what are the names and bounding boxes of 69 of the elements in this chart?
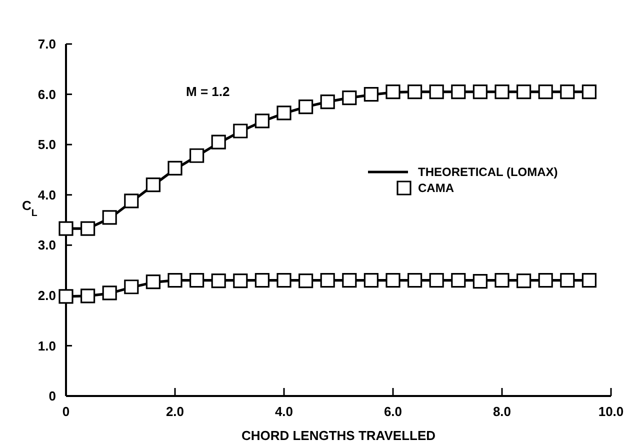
- point: [429, 84, 444, 100]
- point: [538, 273, 553, 288]
- point: [211, 134, 226, 150]
- point: [494, 273, 510, 288]
- x-tick-label: 2.0: [166, 404, 184, 419]
- annotation: M = 1.2: [186, 84, 230, 99]
- point: [146, 274, 160, 290]
- point: [560, 273, 575, 288]
- point: [364, 273, 378, 288]
- x-tick-label: 4.0: [274, 404, 294, 419]
- y-tick-label: 5.0: [38, 137, 56, 152]
- x-tick-label: 10.0: [598, 404, 624, 419]
- point: [190, 148, 204, 163]
- point: [276, 106, 292, 120]
- point: [211, 274, 226, 288]
- point: [124, 194, 139, 208]
- point: [124, 280, 139, 294]
- point: [472, 274, 488, 289]
- point: [80, 288, 96, 304]
- point: [472, 84, 488, 100]
- point: [386, 84, 400, 100]
- point: [408, 84, 422, 100]
- point: [582, 84, 596, 100]
- point: [538, 84, 553, 100]
- y-tick-label: 4.0: [38, 187, 56, 202]
- point: [342, 90, 357, 106]
- point: [168, 273, 182, 288]
- y-tick-label: 7.0: [38, 36, 56, 52]
- point: [342, 273, 357, 288]
- point: [254, 114, 270, 128]
- y-tick-label: 6.0: [38, 86, 56, 102]
- point: [320, 273, 335, 288]
- point: [320, 94, 335, 110]
- point: [102, 286, 117, 300]
- point: [254, 273, 270, 288]
- point: [58, 289, 74, 304]
- point: [582, 273, 596, 288]
- point: [560, 84, 575, 100]
- y-tick-label: 0: [48, 388, 56, 404]
- y-tick-label: 2.0: [38, 288, 56, 303]
- x-tick-label: 6.0: [384, 404, 402, 419]
- point: [168, 160, 182, 176]
- legend-label: CAMA: [418, 181, 454, 196]
- x-axis-title: CHORD LENGTHS TRAVELLED: [241, 428, 436, 443]
- point: [233, 124, 248, 138]
- point: [451, 273, 466, 288]
- point: [190, 273, 204, 288]
- point: [516, 84, 532, 100]
- point: [298, 274, 314, 288]
- point: [429, 273, 444, 288]
- point: [80, 221, 96, 236]
- point: [386, 273, 400, 288]
- y-tick-label: 3.0: [38, 238, 56, 253]
- point: [58, 221, 74, 236]
- point: [451, 84, 466, 100]
- point: [276, 273, 292, 288]
- x-tick-label: 8.0: [492, 404, 512, 419]
- x-tick-label: 0: [62, 404, 70, 419]
- point: [364, 86, 378, 102]
- point: [516, 274, 532, 288]
- point: [102, 210, 117, 225]
- point: [298, 100, 314, 114]
- point: [494, 84, 510, 100]
- point: [146, 178, 160, 192]
- y-axis-title: C$_{L}$: [22, 198, 38, 218]
- point: [233, 274, 248, 288]
- point: [408, 273, 422, 288]
- legend-label: THEORETICAL (LOMAX): [418, 165, 558, 180]
- y-tick-label: 1.0: [38, 338, 56, 354]
